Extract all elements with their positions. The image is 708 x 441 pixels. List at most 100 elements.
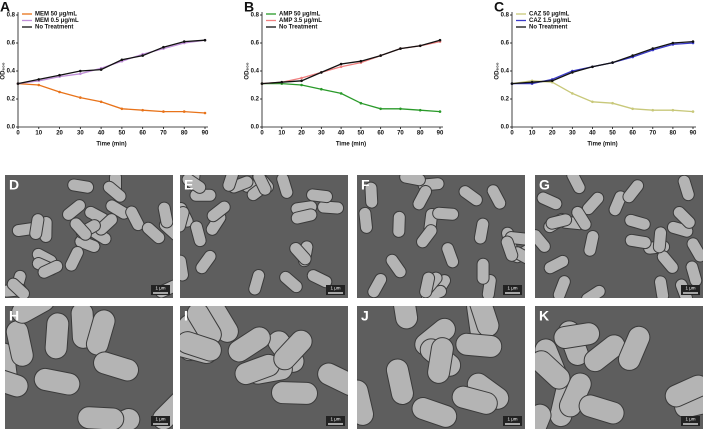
series-line <box>17 82 206 114</box>
y-tick-label: 0.4 <box>7 69 16 75</box>
point <box>260 82 264 85</box>
legend-label: No Treatment <box>279 25 317 31</box>
panel-label: C <box>494 0 504 15</box>
cell <box>67 178 95 194</box>
legend-label: CAZ 50 μg/mL <box>529 12 570 18</box>
x-tick-label: 0 <box>16 131 20 137</box>
scale-label: 1 μm <box>155 286 165 291</box>
cell <box>391 306 419 330</box>
point <box>591 65 594 69</box>
micrograph <box>5 306 173 429</box>
scale-label: 1 μm <box>507 417 517 422</box>
x-tick-label: 0 <box>510 131 514 137</box>
cell <box>357 379 375 426</box>
cell <box>580 284 606 298</box>
cell <box>364 181 379 209</box>
cell <box>125 205 145 232</box>
cell <box>617 325 651 371</box>
cell <box>189 220 207 248</box>
point <box>359 101 363 105</box>
x-tick-label: 50 <box>358 131 365 137</box>
cell <box>248 269 266 296</box>
point <box>510 82 514 85</box>
cell <box>157 201 173 229</box>
series-line <box>17 39 206 85</box>
cell <box>181 175 207 194</box>
cell <box>411 397 458 428</box>
cell <box>180 206 190 233</box>
point <box>99 100 103 104</box>
scale-bar-bg <box>151 416 170 426</box>
cell <box>578 394 625 425</box>
cell <box>392 210 406 238</box>
cell <box>44 312 70 360</box>
point <box>203 111 207 115</box>
point <box>571 92 574 95</box>
cell <box>622 179 645 204</box>
cell <box>317 200 345 215</box>
x-tick-label: 30 <box>318 131 325 137</box>
point <box>399 47 402 50</box>
cell <box>536 191 563 211</box>
cell <box>290 208 318 225</box>
cell <box>222 175 240 192</box>
x-tick-label: 20 <box>56 131 63 137</box>
cell <box>385 358 414 405</box>
cell <box>583 230 600 257</box>
cell <box>37 259 64 279</box>
scale-bar-bg <box>151 285 170 295</box>
y-tick-label: 0.0 <box>251 125 260 131</box>
point <box>58 73 61 77</box>
point <box>79 72 82 76</box>
cell <box>677 175 695 202</box>
series-line <box>512 42 694 85</box>
point <box>438 110 442 113</box>
cell <box>535 229 551 253</box>
cell <box>317 362 348 397</box>
point <box>162 110 165 113</box>
cell <box>93 351 139 382</box>
cell <box>416 224 438 249</box>
scale-bar-bg <box>503 285 522 295</box>
x-axis-title: Time (min) <box>587 142 617 148</box>
point <box>79 96 82 99</box>
micrograph <box>180 306 348 429</box>
point <box>300 76 303 80</box>
scale-bar-bg <box>681 285 700 295</box>
cell <box>553 322 601 349</box>
y-tick-label: 0.6 <box>501 41 510 47</box>
x-tick-label: 80 <box>670 131 677 137</box>
cell <box>206 200 231 223</box>
point <box>611 101 614 105</box>
x-tick-label: 0 <box>260 131 264 137</box>
micrograph <box>5 175 173 298</box>
cell <box>227 326 271 363</box>
x-tick-label: 90 <box>202 131 209 137</box>
cell <box>85 309 116 356</box>
panel-label: H <box>9 308 19 324</box>
cell <box>271 381 319 405</box>
micrograph <box>535 175 703 298</box>
cells <box>535 175 703 298</box>
cell <box>11 306 56 324</box>
x-tick-label: 70 <box>397 131 404 137</box>
legend-label: AMP 3.5 μg/mL <box>279 18 322 24</box>
x-tick-label: 90 <box>437 131 444 137</box>
y-tick-label: 0.8 <box>7 13 16 19</box>
point <box>379 54 382 57</box>
cell <box>571 205 592 231</box>
x-tick-label: 20 <box>298 131 305 137</box>
point <box>300 83 303 87</box>
scale-bar-bg <box>681 416 700 426</box>
scale-bar-bg <box>503 416 522 426</box>
legend-label: No Treatment <box>529 25 567 31</box>
point <box>182 110 186 113</box>
scale-label: 1 μm <box>685 417 695 422</box>
y-tick-label: 0.2 <box>501 97 510 103</box>
point <box>120 107 124 111</box>
point <box>418 108 422 112</box>
y-tick-label: 0.2 <box>251 97 260 103</box>
cell <box>664 374 703 408</box>
x-tick-label: 60 <box>139 131 146 137</box>
point <box>162 45 165 49</box>
